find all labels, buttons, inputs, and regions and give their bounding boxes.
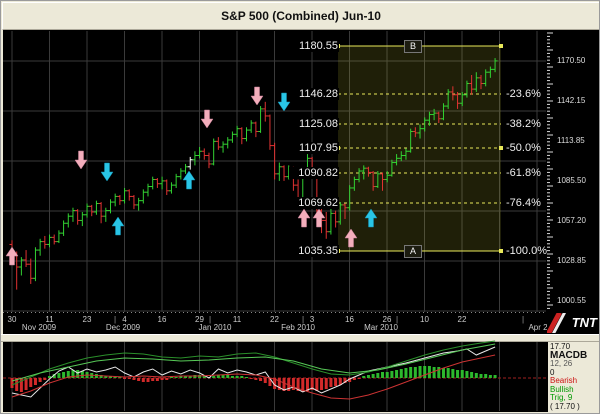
macd-trigger-label: Trig, 9 xyxy=(550,393,573,402)
x-axis-month: Apr 2 xyxy=(528,323,548,332)
macd-zero-label: 0 xyxy=(550,367,555,377)
pink-up-signal-arrow xyxy=(344,228,358,248)
fib-price-label: 1090.82 xyxy=(289,167,339,179)
macd-legend[interactable]: 17.70 MACDB 12, 26 0 Bearish Bullish Tri… xyxy=(548,342,599,412)
x-axis-month: Dec 2009 xyxy=(105,323,141,332)
right-axis-price: 1085.50 xyxy=(557,176,586,185)
right-axis-price: 1142.15 xyxy=(557,96,586,105)
pink-down-signal-arrow xyxy=(74,150,88,170)
cyan-up-signal-arrow xyxy=(364,208,378,228)
price-axis-ruler xyxy=(547,32,553,309)
right-axis-price: 1028.85 xyxy=(557,256,586,265)
x-axis-month: Jan 2010 xyxy=(198,323,232,332)
macd-params: 12, 26 xyxy=(550,359,573,368)
cyan-up-signal-arrow xyxy=(111,216,125,236)
x-axis-day: 10 xyxy=(420,315,429,324)
x-axis-day: 11 xyxy=(232,315,242,324)
cyan-down-signal-arrow xyxy=(277,92,291,112)
x-axis-day: 30 xyxy=(7,315,17,324)
x-axis-day: 16 xyxy=(157,315,167,324)
x-axis-day: 29 xyxy=(195,315,204,324)
cyan-up-signal-arrow xyxy=(182,170,196,190)
macd-top-value: 17.70 xyxy=(550,342,571,351)
x-axis-day: 26 xyxy=(382,315,392,324)
x-axis-month-separator: | xyxy=(395,315,399,324)
pink-up-signal-arrow xyxy=(297,208,311,228)
x-axis-day: 11 xyxy=(45,315,54,324)
pink-up-signal-arrow xyxy=(312,208,326,228)
macd-red-line xyxy=(11,354,496,400)
fib-percent-label: -38.2% xyxy=(506,118,541,130)
macd-green2-line xyxy=(11,343,496,382)
fib-percent-label: -61.8% xyxy=(506,167,541,179)
x-axis-day: 4 xyxy=(122,315,127,324)
macd-bullish-label: Bullish xyxy=(550,384,574,394)
chart-title: S&P 500 (Combined) Jun-10 xyxy=(2,2,599,30)
macd-plot xyxy=(3,340,546,400)
x-axis-month-separator: | xyxy=(301,315,305,324)
x-axis-month: Nov 2009 xyxy=(21,323,57,332)
pink-down-signal-arrow xyxy=(200,109,214,129)
fib-price-label: 1125.08 xyxy=(289,118,339,130)
fib-price-label: 1180.55 xyxy=(289,40,339,52)
pink-up-signal-arrow xyxy=(5,246,19,266)
macd-name: MACDB xyxy=(550,349,588,361)
signal-arrows xyxy=(5,86,378,266)
macd-bottom-value: ( 17.70 ) xyxy=(550,401,580,411)
x-axis-month-separator: | xyxy=(208,315,212,324)
x-axis-month: Mar 2010 xyxy=(364,323,398,332)
macd-white-line xyxy=(11,346,496,398)
x-axis-day: 16 xyxy=(345,315,354,324)
tnt-logo: TNT xyxy=(547,313,599,333)
right-axis-price: 1000.55 xyxy=(557,296,586,305)
fib-percent-label: -100.0% xyxy=(506,245,547,257)
macd-green1-line xyxy=(11,340,496,386)
right-axis-price: 1170.50 xyxy=(557,56,586,65)
tnt-logo-text: TNT xyxy=(571,315,597,330)
fib-percent-label: -50.0% xyxy=(506,142,541,154)
right-axis-price: 1057.20 xyxy=(557,216,586,225)
panel-divider[interactable] xyxy=(1,334,599,342)
fib-percent-label: -23.6% xyxy=(506,88,541,100)
fibonacci-tool xyxy=(336,44,503,253)
x-axis-day: 23 xyxy=(82,315,92,324)
fib-price-label: 1069.62 xyxy=(289,197,339,209)
x-axis-day: 3 xyxy=(309,315,315,324)
x-axis-month-separator: | xyxy=(113,315,117,324)
x-axis-month-separator: | xyxy=(521,315,525,324)
right-axis-price: 1113.85 xyxy=(557,136,585,145)
fib-point-a-label: A xyxy=(403,245,423,258)
fib-price-label: 1035.35 xyxy=(289,245,339,257)
fib-price-label: 1107.95 xyxy=(289,142,339,154)
macd-bearish-label: Bearish xyxy=(550,376,578,385)
cyan-down-signal-arrow xyxy=(100,162,114,182)
fib-point-b-label: B xyxy=(403,40,423,53)
x-axis-month: Feb 2010 xyxy=(281,323,315,332)
fib-percent-label: -76.4% xyxy=(506,197,541,209)
pink-down-signal-arrow xyxy=(250,86,264,106)
x-axis-day: 22 xyxy=(457,315,467,324)
fib-price-label: 1146.28 xyxy=(289,88,339,100)
x-axis-day: 22 xyxy=(270,315,279,324)
